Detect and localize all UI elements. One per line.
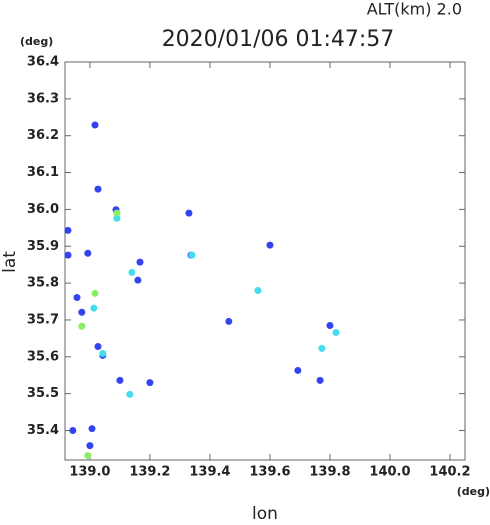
- x-tick-label: 140.0: [369, 465, 410, 480]
- x-tick-label: 140.2: [429, 465, 470, 480]
- echo-point: [318, 344, 326, 352]
- echo-point: [69, 427, 77, 435]
- x-tick-label: 139.8: [309, 465, 350, 480]
- echo-point: [64, 251, 72, 259]
- x-tick-label: 139.2: [129, 465, 170, 480]
- x-tick-label: 139.4: [189, 465, 230, 480]
- echo-point: [126, 390, 134, 398]
- y-tick-label: 36.3: [27, 91, 59, 106]
- echo-point: [91, 289, 99, 297]
- echo-point: [266, 241, 274, 249]
- y-tick-label: 35.4: [27, 423, 59, 438]
- y-axis-label: lat: [0, 251, 20, 273]
- altitude: ALT(km) 2.0: [367, 0, 462, 19]
- echo-point: [146, 379, 154, 387]
- y-tick-label: 36.1: [27, 165, 59, 180]
- x-unit: (deg): [457, 485, 490, 498]
- echo-point: [64, 226, 72, 234]
- y-unit: (deg): [20, 35, 53, 48]
- y-tick-label: 35.6: [27, 349, 59, 364]
- echo-point: [136, 258, 144, 266]
- chart-title: 2020/01/06 01:47:57: [162, 27, 395, 52]
- echo-point: [88, 425, 96, 433]
- echo-point: [86, 442, 94, 450]
- echo-point: [116, 376, 124, 384]
- echo-point: [188, 251, 196, 259]
- echo-point: [78, 322, 86, 330]
- echo-point: [134, 276, 142, 284]
- y-tick-label: 36.0: [27, 202, 59, 217]
- echo-point: [326, 321, 334, 329]
- y-tick-label: 35.5: [27, 386, 59, 401]
- echo-point: [113, 214, 121, 222]
- echo-point: [294, 366, 302, 374]
- echo-point: [73, 293, 81, 301]
- y-tick-label: 35.8: [27, 276, 59, 291]
- y-tick-label: 36.2: [27, 128, 59, 143]
- echo-point: [94, 185, 102, 193]
- echo-point: [84, 249, 92, 257]
- echo-point: [78, 308, 86, 316]
- echo-point: [128, 268, 136, 276]
- echo-point: [84, 452, 92, 460]
- x-tick-label: 139.6: [249, 465, 290, 480]
- y-tick-label: 36.4: [27, 55, 59, 70]
- echo-point: [332, 328, 340, 336]
- x-axis-label: lon: [252, 504, 278, 521]
- echo-point: [316, 376, 324, 384]
- echo-point: [99, 349, 107, 357]
- y-tick-label: 35.7: [27, 312, 59, 327]
- y-tick-label: 35.9: [27, 239, 59, 254]
- echo-point: [113, 209, 121, 217]
- echo-point: [185, 209, 193, 217]
- plot-frame: [64, 61, 466, 461]
- echo-point: [90, 304, 98, 312]
- x-tick-label: 139.0: [69, 465, 110, 480]
- echo-point: [91, 121, 99, 129]
- echo-point: [225, 317, 233, 325]
- echo-point: [94, 342, 102, 350]
- echo-point: [254, 286, 262, 294]
